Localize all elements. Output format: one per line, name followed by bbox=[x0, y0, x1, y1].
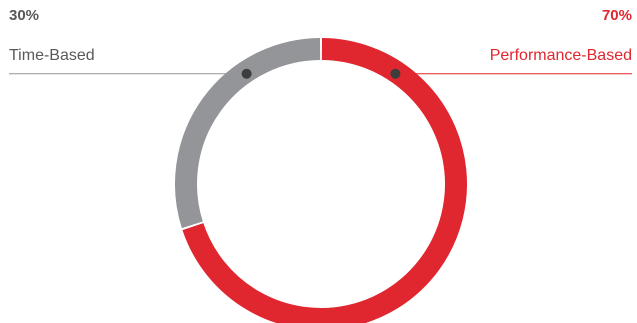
time-based-slice bbox=[175, 38, 321, 229]
time-based-callout-dot bbox=[241, 68, 252, 79]
callouts: 30% Time-Based 70% Performance-Based bbox=[9, 7, 632, 79]
performance-based-label: Performance-Based bbox=[490, 47, 632, 64]
performance-based-callout-dot bbox=[390, 68, 401, 79]
performance-based-percent: 70% bbox=[602, 7, 632, 24]
donut-slices bbox=[175, 38, 467, 323]
time-based-percent: 30% bbox=[9, 7, 39, 24]
time-based-label: Time-Based bbox=[9, 47, 95, 64]
performance-based-slice bbox=[182, 38, 467, 323]
